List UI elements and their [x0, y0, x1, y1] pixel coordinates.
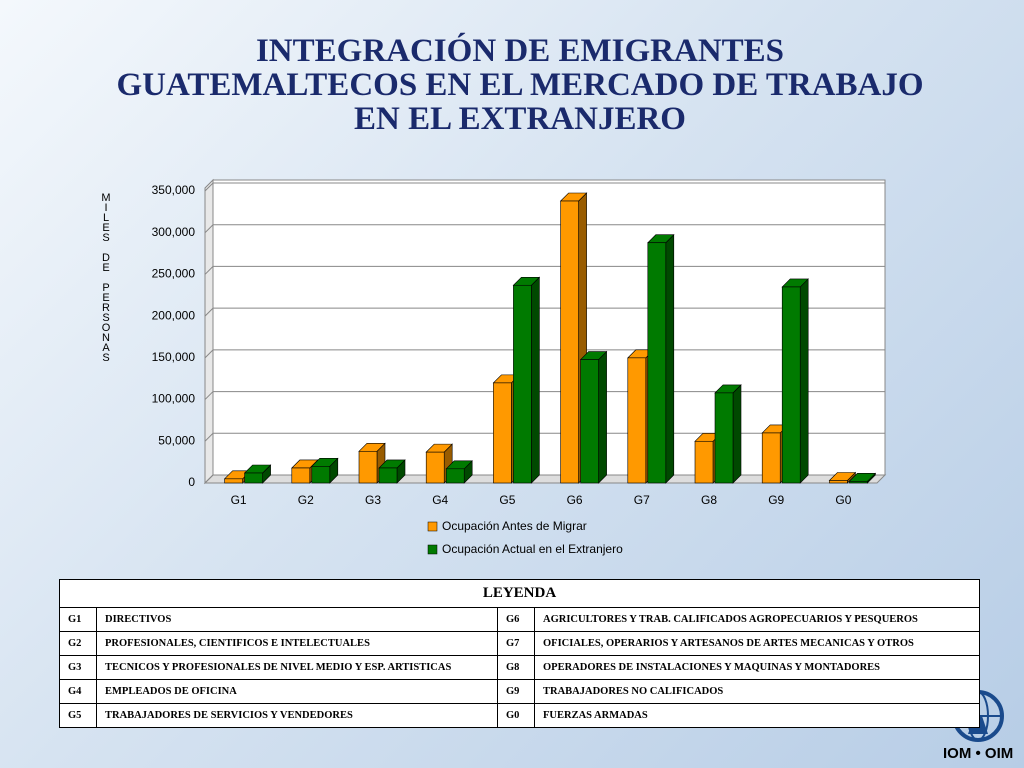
- bar: [714, 392, 734, 484]
- x-tick-label: G9: [768, 493, 784, 507]
- bar: [378, 467, 398, 484]
- group-description: EMPLEADOS DE OFICINA: [96, 679, 498, 704]
- x-tick-label: G2: [298, 493, 314, 507]
- group-description: TRABAJADORES NO CALIFICADOS: [534, 679, 980, 704]
- legend-swatch: [427, 521, 438, 532]
- y-tick-label: 200,000: [152, 308, 196, 322]
- group-description: AGRICULTORES Y TRAB. CALIFICADOS AGROPEC…: [534, 607, 980, 632]
- group-code: G3: [59, 655, 97, 680]
- bar-side: [732, 384, 742, 484]
- group-code: G6: [497, 607, 535, 632]
- bar: [445, 468, 465, 484]
- bar: [358, 450, 378, 484]
- legend-row: G5 TRABAJADORES DE SERVICIOS Y VENDEDORES…: [59, 703, 980, 728]
- x-tick-label: G1: [231, 493, 247, 507]
- legend-row: G3 TECNICOS Y PROFESIONALES DE NIVEL MEDI…: [59, 655, 980, 680]
- group-description: TRABAJADORES DE SERVICIOS Y VENDEDORES: [96, 703, 498, 728]
- group-code: G1: [59, 607, 97, 632]
- bar-side: [665, 234, 675, 484]
- x-tick-label: G7: [634, 493, 650, 507]
- legend-table-title: LEYENDA: [59, 579, 980, 608]
- group-code: G5: [59, 703, 97, 728]
- group-description: TECNICOS Y PROFESIONALES DE NIVEL MEDIO …: [96, 655, 498, 680]
- bar: [311, 466, 331, 484]
- group-code: G7: [497, 631, 535, 656]
- bar: [849, 481, 868, 484]
- x-tick-label: G0: [835, 493, 851, 507]
- bar: [829, 480, 848, 484]
- x-tick-label: G6: [567, 493, 583, 507]
- y-tick-label: 350,000: [152, 183, 196, 197]
- group-code: G2: [59, 631, 97, 656]
- y-tick-label: 300,000: [152, 225, 196, 239]
- bar: [781, 286, 801, 484]
- bar-side: [799, 278, 809, 484]
- group-description: PROFESIONALES, CIENTIFICOS E INTELECTUAL…: [96, 631, 498, 656]
- legend-row: G1 DIRECTIVOS G6 AGRICULTORES Y TRAB. CALIF…: [59, 607, 980, 632]
- group-code: G0: [497, 703, 535, 728]
- bar: [425, 451, 445, 484]
- group-code: G9: [497, 679, 535, 704]
- logo-text: IOM • OIM: [943, 745, 1014, 762]
- legend-row: G2 PROFESIONALES, CIENTIFICOS E INTELECTU…: [59, 631, 980, 656]
- bar: [224, 478, 243, 484]
- bar: [647, 242, 667, 484]
- y-tick-label: 150,000: [152, 350, 196, 364]
- x-tick-label: G5: [499, 493, 515, 507]
- bar-side: [531, 276, 540, 484]
- x-tick-label: G8: [701, 493, 717, 507]
- group-code: G4: [59, 679, 97, 704]
- bar: [513, 284, 532, 484]
- legend-row: G4 EMPLEADOS DE OFICINA G9 TRABAJADORES NO …: [59, 679, 980, 704]
- legend-swatch: [427, 544, 438, 555]
- legend-label: Ocupación Actual en el Extranjero: [442, 542, 623, 556]
- grid-line: [204, 182, 885, 192]
- bar: [493, 382, 512, 484]
- group-description: OFICIALES, OPERARIOS Y ARTESANOS DE ARTE…: [534, 631, 980, 656]
- legend-label: Ocupación Antes de Migrar: [442, 519, 587, 533]
- bar: [560, 200, 579, 484]
- group-description: OPERADORES DE INSTALACIONES Y MAQUINAS Y…: [534, 655, 980, 680]
- y-tick-label: 250,000: [152, 267, 196, 281]
- y-tick-label: 100,000: [152, 392, 196, 406]
- y-tick-label: 0: [188, 475, 195, 489]
- bar: [291, 467, 311, 484]
- bar: [627, 357, 647, 484]
- group-description: DIRECTIVOS: [96, 607, 498, 632]
- group-description: FUERZAS ARMADAS: [534, 703, 980, 728]
- grid-line: [204, 224, 885, 234]
- bar: [694, 440, 714, 484]
- x-tick-label: G3: [365, 493, 381, 507]
- bar: [580, 359, 599, 484]
- bar-side: [598, 350, 607, 484]
- x-tick-label: G4: [432, 493, 448, 507]
- y-axis-label: MILES DE PERSONAS: [100, 192, 112, 362]
- slide-title: INTEGRACIÓN DE EMIGRANTES GUATEMALTECOS …: [116, 33, 924, 137]
- bar: [761, 432, 781, 484]
- bar: [244, 472, 263, 484]
- y-tick-label: 50,000: [158, 433, 195, 447]
- group-code: G8: [497, 655, 535, 680]
- legend-table: LEYENDA G1 DIRECTIVOS G6 AGRICULTORES Y TRA…: [59, 579, 980, 728]
